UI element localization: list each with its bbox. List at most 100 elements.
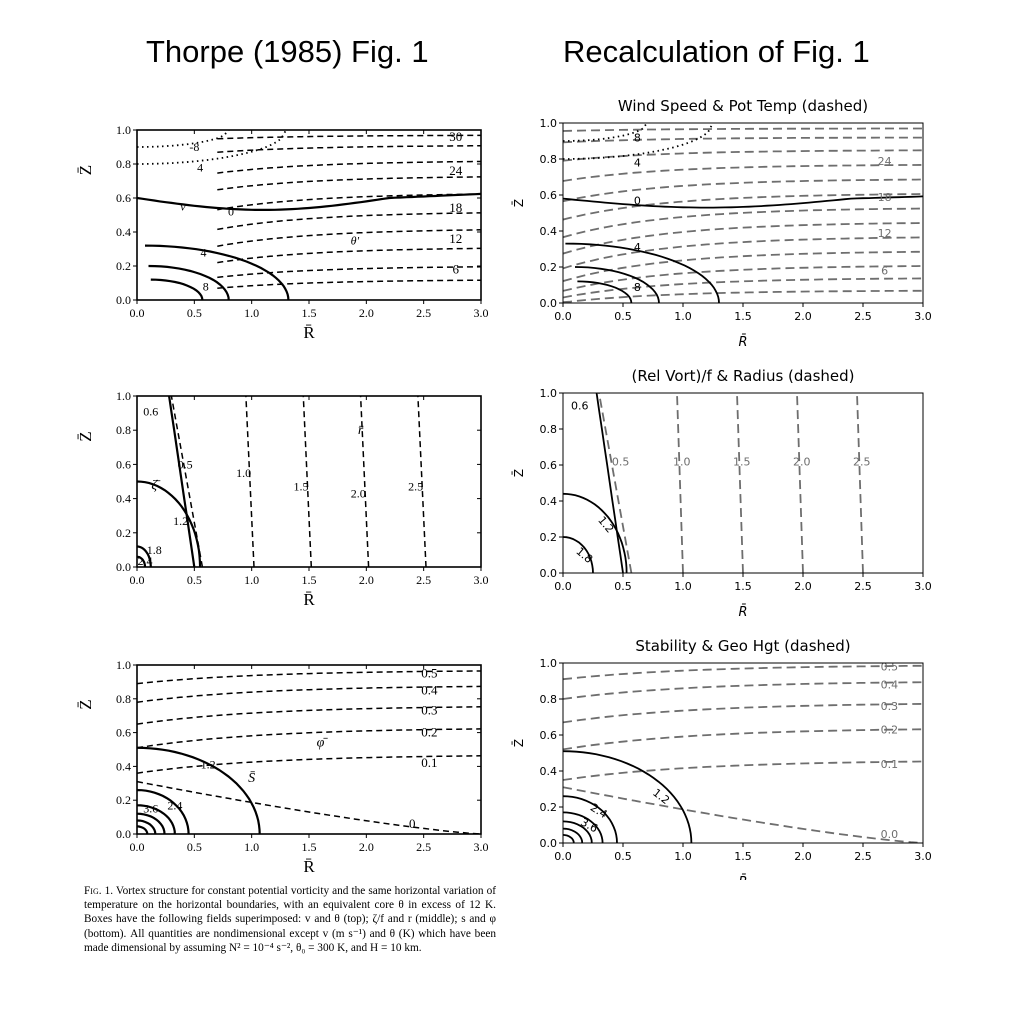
rec-bot-label-phi-0.4: 0.4 bbox=[881, 679, 899, 692]
orig-top-theta-contour bbox=[217, 266, 481, 279]
rec-mid-radius-contour-2 bbox=[796, 393, 804, 573]
orig-mid-label-radius-2: 2.0 bbox=[351, 486, 366, 500]
rec-top-v-neg8-contour bbox=[563, 123, 648, 142]
rec-top-xtick-label: 1.5 bbox=[734, 310, 752, 323]
orig-bot-s-4.8-contour bbox=[137, 812, 166, 834]
orig-top-v-8-contour bbox=[148, 264, 230, 300]
figure-canvas: 0.0 0.5 1.0 1.5 2.0 2.5 3.0 0.0 0.2 0.4 0.6 0.8 1.0 R… bbox=[76, 97, 932, 880]
rec-bot-y-axis-label: Z̄ bbox=[512, 739, 526, 747]
rec-mid-chart-title: (Rel Vort)/f & Radius (dashed) bbox=[631, 367, 854, 385]
orig-mid-radius-contour-2.5 bbox=[417, 396, 427, 567]
orig-bot-phi-contour-0 bbox=[137, 780, 481, 834]
orig-mid-label-radius-0.5: 0.5 bbox=[178, 457, 193, 471]
rec-top-ytick-label: 0.6 bbox=[540, 189, 558, 202]
orig-mid-xtick-label: 1.5 bbox=[302, 573, 317, 587]
orig-bot-s-2.4-contour bbox=[137, 789, 190, 834]
rec-top-label-theta-24: 24 bbox=[878, 155, 892, 168]
orig-top-xtick-label: 1.5 bbox=[302, 306, 317, 320]
rec-mid-chart: 0.0 0.5 1.0 1.5 2.0 2.5 3.0 0.0 0.2 0.4 0.6 0.8 1.0 R… bbox=[512, 367, 932, 620]
orig-bot-s-6-contour bbox=[137, 819, 157, 834]
orig-top-xtick-label: 0.0 bbox=[130, 306, 145, 320]
rec-top-chart-title: Wind Speed & Pot Temp (dashed) bbox=[618, 97, 868, 115]
orig-top-theta-contour bbox=[217, 229, 481, 247]
orig-bot-label-s-2.4: 2.4 bbox=[167, 798, 182, 812]
rec-top-label-v0: 0 bbox=[634, 194, 641, 207]
rec-bot-s-4.8-contour bbox=[563, 820, 593, 843]
rec-top-theta-contour bbox=[563, 265, 923, 292]
rec-mid-ytick-label: 0.8 bbox=[540, 423, 558, 436]
orig-bot-x-axis-label: R̄ bbox=[303, 857, 315, 876]
rec-mid-vort-1.2-contour bbox=[563, 492, 628, 573]
rec-mid-ytick-label: 0.0 bbox=[540, 567, 558, 580]
rec-top-v-12-contour bbox=[577, 280, 633, 303]
rec-bot-label-phi-0.2: 0.2 bbox=[881, 724, 899, 737]
rec-top-theta-contour bbox=[563, 193, 923, 221]
orig-top-xtick-label: 0.5 bbox=[187, 306, 202, 320]
rec-top-label-v4: 4 bbox=[634, 241, 641, 254]
orig-mid-annot-zeta: ζ̄ bbox=[151, 478, 161, 493]
rec-top-label-vneg4: 4 bbox=[634, 157, 641, 170]
rec-top-label-vneg8: 8 bbox=[634, 131, 641, 144]
rec-mid-x-axis-label: R̄ bbox=[738, 605, 747, 620]
orig-top-label-v4: 4 bbox=[201, 245, 207, 259]
orig-top-label-v8: 8 bbox=[203, 279, 209, 293]
rec-top-ytick-label: 0.8 bbox=[540, 153, 558, 166]
rec-mid-label-vort-1.2: 1.2 bbox=[595, 514, 616, 536]
rec-bot-label-phi-0.5: 0.5 bbox=[881, 661, 899, 674]
rec-bot-xtick-label: 0.5 bbox=[614, 850, 632, 863]
orig-mid-ytick-label: 0.0 bbox=[116, 560, 131, 574]
orig-bot-ytick-label: 0.2 bbox=[116, 793, 131, 807]
orig-mid-xtick-label: 0.0 bbox=[130, 573, 145, 587]
figure-caption: Fig. 1. Vortex structure for constant po… bbox=[84, 884, 496, 955]
rec-bot-xtick-label: 3.0 bbox=[914, 850, 932, 863]
orig-mid-ytick-label: 0.6 bbox=[116, 457, 131, 471]
orig-mid-vort-1.2-contour bbox=[137, 480, 202, 567]
rec-bot-s-6-contour bbox=[563, 827, 584, 843]
orig-mid-ytick-label: 0.8 bbox=[116, 423, 131, 437]
orig-bot-plot-area bbox=[137, 670, 481, 834]
rec-mid-label-radius-1: 1.0 bbox=[673, 455, 691, 468]
rec-bot-phi-contour-0.1 bbox=[563, 760, 923, 781]
rec-bot-label-s-3.6: 3.6 bbox=[578, 816, 600, 836]
rec-top-theta-contour bbox=[563, 164, 923, 182]
rec-bot-s-1.2-contour bbox=[563, 750, 693, 843]
rec-top-theta-contour bbox=[563, 222, 923, 255]
rec-top-ytick-label: 1.0 bbox=[540, 117, 558, 130]
rec-mid-radius-contour-0.5 bbox=[598, 393, 633, 573]
rec-mid-vort-1.8-contour bbox=[563, 536, 594, 573]
orig-mid-label-vort-0.6: 0.6 bbox=[143, 404, 158, 418]
orig-bot-ytick-label: 0.4 bbox=[116, 759, 131, 773]
rec-mid-xtick-label: 1.5 bbox=[734, 580, 752, 593]
rec-mid-xtick-label: 1.0 bbox=[674, 580, 692, 593]
rec-mid-label-vort-0.6: 0.6 bbox=[571, 400, 589, 413]
orig-mid-label-vort-1.2: 1.2 bbox=[173, 514, 188, 528]
orig-bot-label-phi-0.5: 0.5 bbox=[421, 665, 437, 680]
orig-top-chart: 0.0 0.5 1.0 1.5 2.0 2.5 3.0 0.0 0.2 0.4 0.6 0.8 1.0 R… bbox=[76, 123, 489, 342]
rec-top-theta-contour bbox=[563, 236, 923, 270]
orig-top-label-theta-30: 30 bbox=[449, 129, 462, 144]
orig-top-label-theta-6: 6 bbox=[453, 261, 460, 276]
orig-bot-label-s-3.6: 3.6 bbox=[143, 802, 158, 816]
rec-mid-xtick-label: 2.0 bbox=[794, 580, 812, 593]
orig-top-x-axis-label: R̄ bbox=[303, 323, 315, 342]
orig-top-theta-contour bbox=[217, 134, 481, 140]
rec-bot-xtick-label: 0.0 bbox=[554, 850, 572, 863]
orig-bot-ytick-label: 1.0 bbox=[116, 658, 131, 672]
rec-bot-phi-contour-0.5 bbox=[563, 664, 923, 681]
orig-top-theta-contour bbox=[217, 247, 481, 264]
orig-mid-xtick-label: 0.5 bbox=[187, 573, 202, 587]
orig-mid-ytick-label: 0.2 bbox=[116, 526, 131, 540]
orig-mid-xtick-label: 3.0 bbox=[474, 573, 489, 587]
rec-top-v-8-contour bbox=[574, 266, 660, 303]
orig-top-annot-v: v bbox=[180, 200, 186, 214]
rec-bot-xtick-label: 1.5 bbox=[734, 850, 752, 863]
rec-top-y-axis-label: Z̄ bbox=[512, 199, 526, 207]
orig-bot-xtick-label: 1.5 bbox=[302, 840, 317, 854]
rec-top-ytick-label: 0.2 bbox=[540, 261, 558, 274]
rec-top-theta-contour bbox=[563, 250, 923, 282]
orig-mid-ytick-label: 0.4 bbox=[116, 492, 131, 506]
rec-top-v-zero-contour bbox=[563, 195, 923, 209]
orig-mid-radius-contour-0.5 bbox=[170, 396, 204, 567]
orig-mid-ytick-label: 1.0 bbox=[116, 389, 131, 403]
orig-bot-annot-phi: φ̄ bbox=[317, 736, 329, 751]
